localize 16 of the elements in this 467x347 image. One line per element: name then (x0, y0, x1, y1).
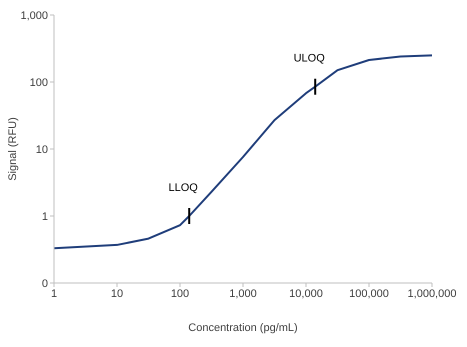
y-tick-label: 1 (42, 210, 48, 223)
y-tick-label: 0 (42, 278, 48, 290)
x-tick-label: 10,000 (289, 288, 323, 300)
x-tick-label: 100 (170, 288, 190, 300)
y-tick-label: 1,000 (20, 10, 48, 22)
annotation: ULOQ (294, 52, 326, 65)
x-tick-label: 1 (50, 288, 58, 300)
x-tick-label: 10 (110, 288, 124, 300)
y-tick-label: 100 (30, 76, 48, 89)
annotation: LLOQ (168, 182, 198, 194)
y-tick-label: 10 (36, 144, 48, 156)
y-axis-title: Signal (RFU) (6, 117, 19, 181)
x-tick-label: 100,000 (349, 288, 389, 300)
x-tick-label: 1,000 (229, 288, 257, 300)
x-tick-label: 1,000,000 (408, 288, 456, 300)
x-axis-title: Concentration (pg/mL) (188, 322, 298, 334)
